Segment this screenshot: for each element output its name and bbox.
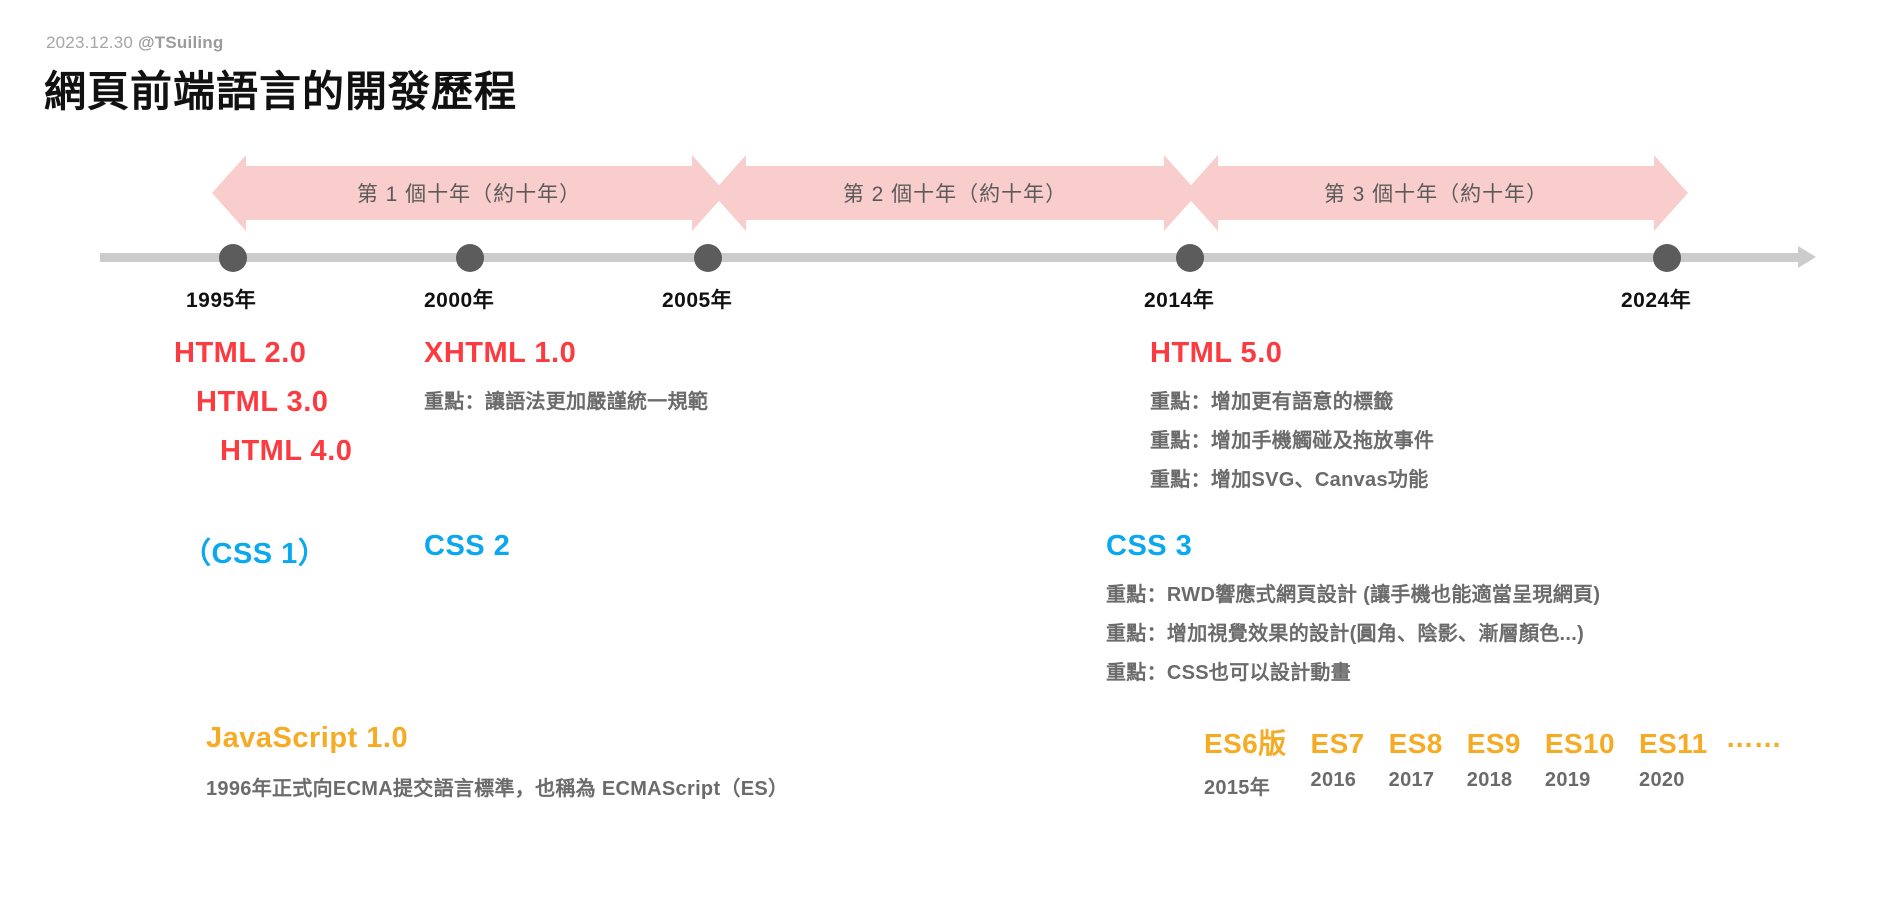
- css-3-label: CSS 3: [1106, 530, 1193, 562]
- html-5-0-note-2: 重點：增加手機觸碰及拖放事件: [1150, 430, 1435, 452]
- es-version-name: ES9: [1466, 728, 1521, 759]
- timeline-dot: [1176, 244, 1204, 272]
- timeline-axis: [100, 253, 1800, 262]
- es-version-year: 2019: [1544, 769, 1591, 791]
- es-version-row: ES6版 2015年 ES7 2016 ES8 2017 ES9 2018 ES…: [1204, 722, 1782, 800]
- year-label-2024: 2024年: [1621, 289, 1692, 312]
- es-more-label: ……: [1725, 722, 1782, 753]
- es-version-year: 2017: [1388, 769, 1435, 791]
- year-label-2000: 2000年: [424, 289, 495, 312]
- page-title: 網頁前端語言的開發歷程: [44, 68, 518, 115]
- year-label-1995: 1995年: [186, 289, 257, 312]
- year-label-2014: 2014年: [1144, 289, 1215, 312]
- byline-date: 2023.12.30: [46, 33, 134, 52]
- es-version-year: 2016: [1310, 769, 1357, 791]
- arrow-head-right-icon: [1654, 155, 1688, 231]
- es-version-name: ES8: [1388, 728, 1443, 759]
- html-5-0-note-3: 重點：增加SVG、Canvas功能: [1150, 469, 1429, 491]
- css-1-label: （CSS 1）: [182, 538, 328, 570]
- decade-band-1-label: 第 1 個十年（約十年）: [356, 183, 582, 206]
- year-label-2005: 2005年: [662, 289, 733, 312]
- javascript-1-0-label: JavaScript 1.0: [206, 722, 409, 754]
- es-version-item: ES8 2017: [1389, 728, 1443, 792]
- byline-author: @TSuiling: [138, 33, 224, 52]
- html-2-0-label: HTML 2.0: [174, 337, 307, 369]
- es-version-name: ES11: [1639, 728, 1708, 759]
- es-version-item: ES11 2020: [1639, 728, 1708, 792]
- es-version-name: ES6版: [1204, 728, 1287, 759]
- es-version-item: ES7 2016: [1311, 728, 1365, 792]
- arrow-head-left-icon: [1184, 155, 1218, 231]
- timeline-axis-arrow-icon: [1798, 246, 1816, 268]
- arrow-head-left-icon: [212, 155, 246, 231]
- timeline-dot: [694, 244, 722, 272]
- xhtml-1-0-label: XHTML 1.0: [424, 337, 577, 369]
- css-2-label: CSS 2: [424, 530, 511, 562]
- es-version-year: 2015年: [1204, 777, 1270, 799]
- html-5-0-note-1: 重點：增加更有語意的標籤: [1150, 391, 1394, 413]
- es-version-name: ES7: [1310, 728, 1365, 759]
- arrow-head-left-icon: [712, 155, 746, 231]
- timeline-dot: [219, 244, 247, 272]
- decade-band-2: 第 2 個十年（約十年）: [712, 155, 1198, 231]
- html-4-0-label: HTML 4.0: [220, 435, 353, 467]
- es-version-item: ES6版 2015年: [1204, 722, 1287, 800]
- decade-band-3-label: 第 3 個十年（約十年）: [1323, 183, 1549, 206]
- css-3-note-1: 重點：RWD響應式網頁設計 (讓手機也能適當呈現網頁): [1106, 584, 1601, 606]
- decade-band-1: 第 1 個十年（約十年）: [212, 155, 726, 231]
- css-3-note-3: 重點：CSS也可以設計動畫: [1106, 662, 1352, 684]
- html-3-0-label: HTML 3.0: [196, 386, 329, 418]
- css-3-note-2: 重點：增加視覺效果的設計(圓角、陰影、漸層顏色...): [1106, 623, 1585, 645]
- decade-band-3: 第 3 個十年（約十年）: [1184, 155, 1688, 231]
- es-version-item: ES9 2018: [1467, 728, 1521, 792]
- timeline-dot: [1653, 244, 1681, 272]
- es-version-name: ES10: [1544, 728, 1616, 759]
- javascript-1-0-note: 1996年正式向ECMA提交語言標準，也稱為 ECMAScript（ES）: [206, 778, 789, 800]
- es-version-year: 2020: [1639, 769, 1685, 791]
- es-version-item: ES10 2019: [1545, 728, 1615, 792]
- xhtml-1-0-note: 重點：讓語法更加嚴謹統一規範: [424, 391, 709, 413]
- html-5-0-label: HTML 5.0: [1150, 337, 1283, 369]
- es-version-year: 2018: [1466, 769, 1513, 791]
- decade-band-2-label: 第 2 個十年（約十年）: [842, 183, 1068, 206]
- byline: 2023.12.30 @TSuiling: [46, 33, 223, 53]
- timeline-dot: [456, 244, 484, 272]
